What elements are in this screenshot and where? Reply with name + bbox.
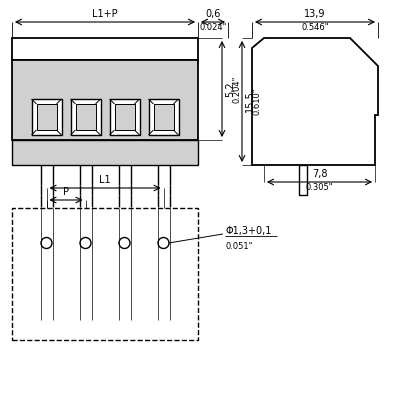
- Polygon shape: [252, 38, 378, 165]
- Text: 0.204": 0.204": [233, 75, 242, 103]
- Text: 0.051": 0.051": [225, 242, 252, 251]
- Text: 0.305": 0.305": [306, 183, 333, 192]
- Text: L1: L1: [99, 175, 111, 185]
- Text: 0,6: 0,6: [205, 9, 221, 19]
- Bar: [154, 104, 173, 130]
- Text: 0.546": 0.546": [301, 23, 329, 32]
- Bar: [36, 104, 56, 130]
- Bar: [12, 140, 198, 165]
- Bar: [75, 104, 96, 130]
- Text: 7,8: 7,8: [312, 169, 327, 179]
- Bar: [109, 99, 139, 135]
- Text: 13,9: 13,9: [304, 9, 326, 19]
- Bar: [149, 99, 179, 135]
- Bar: [12, 38, 198, 60]
- Bar: [299, 165, 307, 195]
- Text: Φ1,3+0,1: Φ1,3+0,1: [225, 226, 271, 236]
- Bar: [12, 208, 198, 340]
- Text: 5,2: 5,2: [225, 81, 235, 97]
- Text: 0.610": 0.610": [253, 88, 262, 115]
- Bar: [70, 99, 100, 135]
- Text: P: P: [63, 187, 69, 197]
- Text: L1+P: L1+P: [92, 9, 118, 19]
- Bar: [12, 60, 198, 140]
- Bar: [115, 104, 135, 130]
- Bar: [32, 99, 62, 135]
- Text: 0.024": 0.024": [199, 23, 227, 32]
- Text: 15,5: 15,5: [245, 91, 255, 112]
